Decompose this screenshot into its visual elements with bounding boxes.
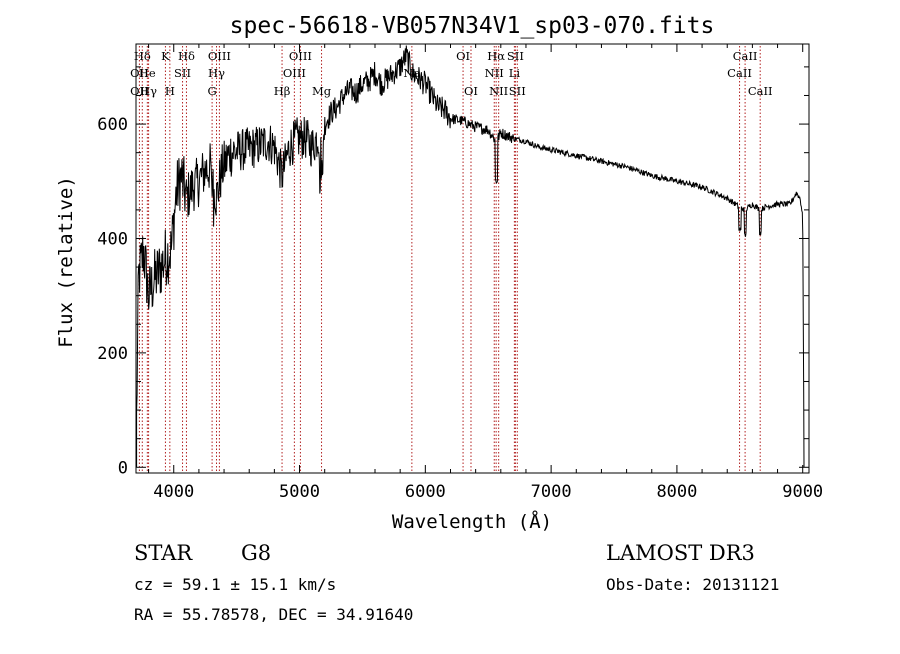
- line-label-mg: Mg: [312, 84, 332, 98]
- line-label-k: K: [161, 49, 170, 63]
- x-tick-label: 7000: [531, 482, 572, 502]
- line-label-caii: CaII: [727, 66, 752, 80]
- x-tick-label: 6000: [405, 482, 446, 502]
- y-tick-label: 600: [97, 115, 128, 135]
- line-label-oi: OI: [456, 49, 470, 63]
- line-label-oii: OII: [130, 66, 149, 80]
- line-label-sii: SII: [509, 84, 526, 98]
- x-axis-label: Wavelength (Å): [392, 510, 552, 533]
- y-axis-ticks: 0 200 400 600: [97, 66, 809, 478]
- x-tick-label: 9000: [782, 482, 823, 502]
- y-tick-label: 200: [97, 344, 128, 364]
- y-tick-label: 400: [97, 229, 128, 249]
- x-tick-label: 8000: [656, 482, 697, 502]
- line-label-hβ: Hβ: [274, 84, 291, 98]
- line-label-sii: SII: [174, 66, 191, 80]
- line-label-caii: CaII: [748, 84, 773, 98]
- object-subclass: G8: [241, 541, 271, 565]
- line-label-hγ: Hγ: [140, 84, 157, 98]
- y-axis-label: Flux (relative): [55, 176, 77, 348]
- spectrum-series-line: [135, 45, 805, 468]
- line-label-oiii: OIII: [283, 66, 306, 80]
- survey-name: LAMOST DR3: [606, 541, 755, 565]
- emission-line-markers: [138, 46, 761, 473]
- line-label-nii: NII: [485, 66, 504, 80]
- obs-date: Obs-Date: 20131121: [606, 575, 779, 594]
- coordinates: RA = 55.78578, DEC = 34.91640: [134, 605, 413, 624]
- line-label-hγ: Hγ: [208, 66, 225, 80]
- line-label-hδ: Hδ: [134, 49, 151, 63]
- line-label-g: G: [208, 84, 217, 98]
- line-label-li: Li: [509, 66, 521, 80]
- line-label-oiii: OIII: [289, 49, 312, 63]
- x-tick-label: 4000: [153, 482, 194, 502]
- line-label-nii: NII: [489, 84, 508, 98]
- line-label-oiii: OIII: [208, 49, 231, 63]
- line-label-h: H: [165, 84, 175, 98]
- line-label-hα: Hα: [487, 49, 505, 63]
- chart-title: spec-56618-VB057N34V1_sp03-070.fits: [230, 13, 715, 39]
- redshift-readout: cz = 59.1 ± 15.1 km/s: [134, 575, 336, 594]
- line-label-caii: CaII: [733, 49, 758, 63]
- object-class: STAR: [134, 541, 193, 565]
- line-label-sii: SII: [507, 49, 524, 63]
- line-label-oii: OII: [130, 84, 149, 98]
- line-label-oi: OI: [464, 84, 478, 98]
- x-axis-ticks: 4000 5000 6000 7000 8000 9000: [148, 44, 823, 502]
- y-tick-label: 0: [118, 458, 128, 478]
- line-label-hδ: Hδ: [178, 49, 195, 63]
- plot-frame: [135, 43, 810, 474]
- x-tick-label: 5000: [279, 482, 320, 502]
- line-label-he: He: [139, 66, 156, 80]
